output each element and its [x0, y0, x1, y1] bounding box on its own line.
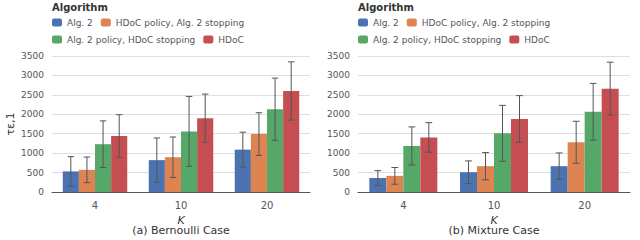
svg-text:2000: 2000: [21, 109, 44, 119]
svg-text:0: 0: [38, 187, 44, 197]
svg-text:0: 0: [344, 187, 350, 197]
svg-text:2500: 2500: [327, 90, 350, 100]
svg-text:10: 10: [488, 200, 501, 211]
svg-text:K: K: [490, 213, 498, 227]
svg-text:Alg. 2 policy, HDoC stopping: Alg. 2 policy, HDoC stopping: [373, 35, 501, 45]
svg-text:τε,1: τε,1: [4, 112, 17, 135]
svg-text:1500: 1500: [21, 129, 44, 139]
svg-text:HDoC: HDoC: [524, 35, 550, 45]
svg-text:500: 500: [333, 168, 350, 178]
svg-text:4: 4: [400, 200, 406, 211]
svg-text:1500: 1500: [327, 129, 350, 139]
svg-text:1000: 1000: [327, 148, 350, 158]
svg-text:Algorithm: Algorithm: [358, 2, 414, 13]
svg-text:4: 4: [92, 200, 98, 211]
svg-text:Alg. 2: Alg. 2: [373, 18, 399, 28]
svg-text:3000: 3000: [21, 70, 44, 80]
svg-text:K: K: [177, 213, 185, 227]
svg-text:20: 20: [261, 200, 274, 211]
svg-text:Algorithm: Algorithm: [52, 2, 108, 13]
svg-text:HDoC: HDoC: [218, 35, 244, 45]
svg-text:HDoC policy, Alg. 2 stopping: HDoC policy, Alg. 2 stopping: [422, 18, 550, 28]
svg-text:HDoC policy, Alg. 2 stopping: HDoC policy, Alg. 2 stopping: [116, 18, 244, 28]
svg-text:10: 10: [175, 200, 188, 211]
svg-text:3500: 3500: [21, 51, 44, 61]
svg-text:Alg. 2 policy, HDoC stopping: Alg. 2 policy, HDoC stopping: [67, 35, 195, 45]
svg-text:500: 500: [27, 168, 44, 178]
svg-text:3500: 3500: [327, 51, 350, 61]
svg-text:(b) Mixture Case: (b) Mixture Case: [449, 224, 540, 237]
svg-text:3000: 3000: [327, 70, 350, 80]
svg-text:(a) Bernoulli Case: (a) Bernoulli Case: [132, 224, 230, 237]
svg-text:20: 20: [578, 200, 591, 211]
svg-text:2000: 2000: [327, 109, 350, 119]
svg-text:1000: 1000: [21, 148, 44, 158]
svg-text:2500: 2500: [21, 90, 44, 100]
svg-text:Alg. 2: Alg. 2: [67, 18, 93, 28]
